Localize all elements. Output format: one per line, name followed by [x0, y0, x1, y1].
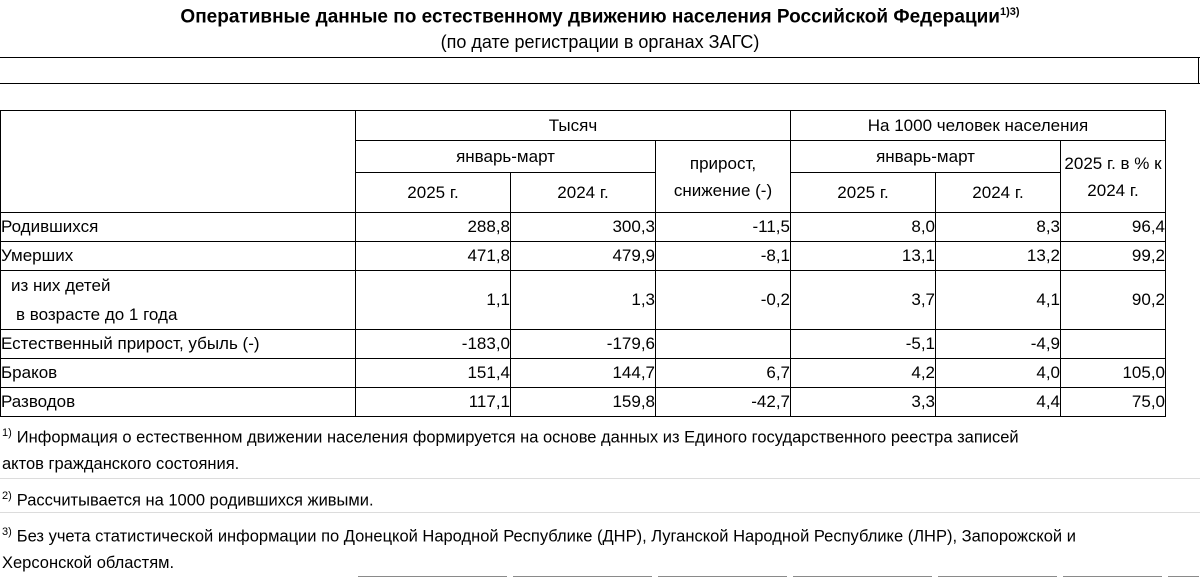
header-year-2025-thousands: 2025 г.	[355, 172, 511, 213]
cell-2024-per-1000: 4,0	[935, 358, 1061, 388]
footnote-1: 1) Информация о естественном движении нас…	[2, 420, 1192, 477]
cell-growth: -8,1	[655, 241, 791, 271]
footnote-3-line2: Херсонской областям.	[2, 553, 175, 572]
cell-2025-per-1000: 3,3	[790, 387, 936, 417]
page-title: Оперативные данные по естественному движ…	[0, 6, 1200, 28]
footnote-1-marker: 1)	[2, 427, 12, 439]
footnote-1-line1: Информация о естественном движении насел…	[16, 428, 1019, 447]
cell-2024-per-1000: 4,4	[935, 387, 1061, 417]
cell-2024-per-1000: 4,12)	[935, 270, 1061, 330]
cell-2025-per-1000: 4,2	[790, 358, 936, 388]
table-row-natural-increase: Естественный прирост, убыль (-) -183,0 -…	[0, 329, 1166, 359]
cell-2025-thousands: 471,8	[355, 241, 511, 271]
header-year-2025-per-1000: 2025 г.	[790, 172, 936, 213]
cell-growth	[655, 329, 791, 359]
header-growth-line2: снижение (-)	[673, 180, 773, 200]
header-year-2024-thousands: 2024 г.	[510, 172, 656, 213]
header-janmar-per-1000: январь-март	[790, 140, 1061, 173]
cell-pct: 90,2	[1060, 270, 1166, 330]
cell-value: 3,7	[911, 290, 935, 309]
row-label: Естественный прирост, убыль (-)	[0, 329, 356, 359]
grid-stub	[938, 576, 1057, 577]
footnote-2: 2) Рассчитывается на 1000 родившихся живы…	[2, 483, 1192, 514]
cell-2025-per-1000: 8,0	[790, 212, 936, 242]
table-row-births: Родившихся 288,8 300,3 -11,5 8,0 8,3 96,…	[0, 212, 1166, 242]
cell-2024-per-1000: 13,2	[935, 241, 1061, 271]
cell-2025-per-1000: 13,1	[790, 241, 936, 271]
cell-pct: 105,0	[1060, 358, 1166, 388]
cell-2025-thousands: -183,0	[355, 329, 511, 359]
cell-2025-thousands: 117,1	[355, 387, 511, 417]
cell-growth: -42,7	[655, 387, 791, 417]
gridline-separator-2	[0, 512, 1200, 513]
cell-2024-per-1000: 8,3	[935, 212, 1061, 242]
header-janmar-thousands: январь-март	[355, 140, 656, 173]
cell-2025-thousands: 288,8	[355, 212, 511, 242]
cell-2024-per-1000: -4,9	[935, 329, 1061, 359]
cell-2024-thousands: 300,3	[510, 212, 656, 242]
header-growth-decline: прирост, снижение (-)	[655, 140, 791, 213]
header-pct-line1: 2025 г. в % к	[1064, 153, 1162, 173]
header-growth-line1: прирост,	[689, 153, 757, 173]
row-label: Браков	[0, 358, 356, 388]
cell-2024-thousands: 1,3	[510, 270, 656, 330]
header-group-thousands: Тысяч	[355, 110, 791, 141]
row-label-line1: из них детей	[11, 276, 111, 295]
table-row-deaths: Умерших 471,8 479,9 -8,1 13,1 13,2 99,2	[0, 241, 1166, 271]
table-row-marriages: Браков 151,4 144,7 6,7 4,2 4,0 105,0	[0, 358, 1166, 388]
row-label: из них детей в возрасте до 1 года	[0, 270, 356, 330]
gridline-top-1	[0, 57, 1200, 58]
cell-pct: 99,2	[1060, 241, 1166, 271]
gridline-top-2	[0, 83, 1200, 84]
page-subtitle: (по дате регистрации в органах ЗАГС)	[440, 32, 760, 52]
cell-2025-thousands: 1,1	[355, 270, 511, 330]
grid-stub	[1063, 576, 1162, 577]
cell-2024-thousands: 144,7	[510, 358, 656, 388]
header-group-per-1000: На 1000 человек населения	[790, 110, 1166, 141]
footnote-2-line1: Рассчитывается на 1000 родившихся живыми…	[16, 491, 374, 510]
cell-2024-thousands: 479,9	[510, 241, 656, 271]
cell-2024-thousands: -179,6	[510, 329, 656, 359]
table-row-infant-deaths: из них детей в возрасте до 1 года 1,1 1,…	[0, 270, 1166, 330]
page-title-text: Оперативные данные по естественному движ…	[180, 6, 1000, 28]
footnote-2-marker: 2)	[2, 490, 12, 502]
grid-stub	[658, 576, 787, 577]
header-empty-corner	[0, 110, 356, 213]
cell-growth: -0,2	[655, 270, 791, 330]
gridline-vertical-right	[1198, 57, 1199, 84]
cell-2025-per-1000: -5,1	[790, 329, 936, 359]
population-table: Тысяч На 1000 человек населения январь-м…	[0, 110, 1166, 417]
gridline-separator-1	[0, 478, 1200, 479]
footnote-1-line2: актов гражданского состояния.	[2, 454, 240, 473]
grid-stub	[1168, 576, 1199, 577]
table-row-divorces: Разводов 117,1 159,8 -42,7 3,3 4,4 75,0	[0, 387, 1166, 417]
cell-growth: -11,5	[655, 212, 791, 242]
grid-stub	[793, 576, 932, 577]
cell-pct: 75,0	[1060, 387, 1166, 417]
header-pct-line2: 2024 г.	[1087, 180, 1139, 200]
footnote-3-line1: Без учета статистической информации по Д…	[16, 527, 1076, 546]
cell-pct	[1060, 329, 1166, 359]
cell-2025-per-1000: 3,72)	[790, 270, 936, 330]
row-label: Умерших	[0, 241, 356, 271]
row-label: Родившихся	[0, 212, 356, 242]
cell-2025-thousands: 151,4	[355, 358, 511, 388]
row-label: Разводов	[0, 387, 356, 417]
cell-2024-thousands: 159,8	[510, 387, 656, 417]
header-pct-2025-to-2024: 2025 г. в % к 2024 г.	[1060, 140, 1166, 213]
cell-value: 4,1	[1036, 290, 1060, 309]
cell-growth: 6,7	[655, 358, 791, 388]
grid-stub	[513, 576, 652, 577]
grid-stub	[358, 576, 507, 577]
footnote-3: 3) Без учета статистической информации по…	[2, 519, 1192, 576]
footnote-3-marker: 3)	[2, 526, 12, 538]
header-year-2024-per-1000: 2024 г.	[935, 172, 1061, 213]
row-label-line2: в возрасте до 1 года	[16, 305, 178, 324]
title-footnote-marker: 1)3)	[1000, 6, 1020, 18]
cell-pct: 96,4	[1060, 212, 1166, 242]
